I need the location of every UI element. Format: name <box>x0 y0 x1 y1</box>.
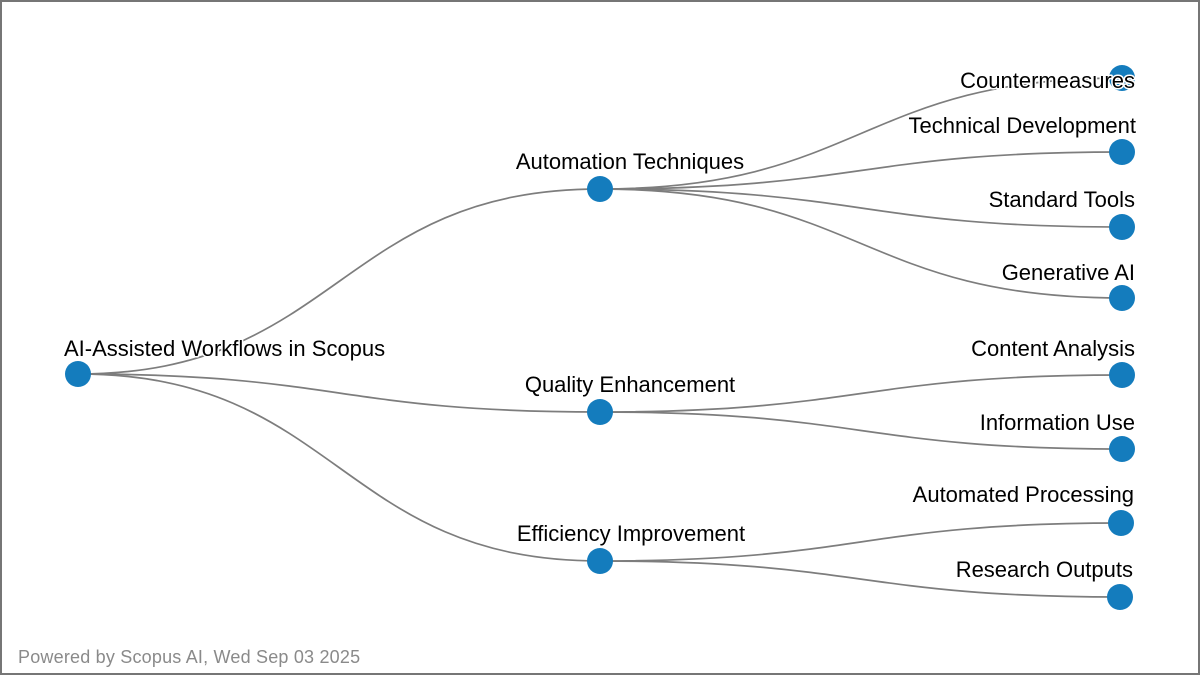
node-label-quality: Quality Enhancement <box>525 372 735 397</box>
node-quality[interactable] <box>587 399 613 425</box>
edge-efficiency-to-research-outputs <box>599 560 1121 598</box>
edge-automation-to-countermeasures <box>599 77 1123 190</box>
edge-automation-to-standard-tools <box>599 188 1123 228</box>
node-automated-processing[interactable] <box>1108 510 1134 536</box>
edge-quality-to-content-analysis <box>599 374 1123 413</box>
node-standard-tools[interactable] <box>1109 214 1135 240</box>
node-label-countermeasures: Countermeasures <box>960 68 1135 93</box>
edge-automation-to-technical-development <box>599 151 1123 190</box>
edge-root-to-automation <box>77 188 601 375</box>
node-label-automated-processing: Automated Processing <box>913 482 1134 507</box>
edge-root-to-efficiency <box>77 373 601 562</box>
node-label-root: AI-Assisted Workflows in Scopus <box>64 336 385 361</box>
edges-layer <box>77 77 1123 598</box>
node-information-use[interactable] <box>1109 436 1135 462</box>
node-content-analysis[interactable] <box>1109 362 1135 388</box>
node-technical-development[interactable] <box>1109 139 1135 165</box>
node-label-automation: Automation Techniques <box>516 149 744 174</box>
nodes-layer <box>65 65 1135 610</box>
node-label-efficiency: Efficiency Improvement <box>517 521 745 546</box>
node-label-standard-tools: Standard Tools <box>989 187 1135 212</box>
node-label-generative-ai: Generative AI <box>1002 260 1135 285</box>
node-label-content-analysis: Content Analysis <box>971 336 1135 361</box>
node-research-outputs[interactable] <box>1107 584 1133 610</box>
edge-efficiency-to-automated-processing <box>599 522 1122 562</box>
node-automation[interactable] <box>587 176 613 202</box>
node-generative-ai[interactable] <box>1109 285 1135 311</box>
labels-layer: AI-Assisted Workflows in Scopus Automatio… <box>63 67 1138 584</box>
node-root[interactable] <box>65 361 91 387</box>
footer-attribution: Powered by Scopus AI, Wed Sep 03 2025 <box>18 647 361 667</box>
node-efficiency[interactable] <box>587 548 613 574</box>
node-label-technical-development: Technical Development <box>909 113 1136 138</box>
node-label-information-use: Information Use <box>980 410 1135 435</box>
edge-automation-to-generative-ai <box>599 188 1123 299</box>
edge-root-to-quality <box>77 373 601 413</box>
node-countermeasures[interactable] <box>1109 65 1135 91</box>
edge-quality-to-information-use <box>599 411 1123 450</box>
node-label-research-outputs: Research Outputs <box>956 557 1133 582</box>
